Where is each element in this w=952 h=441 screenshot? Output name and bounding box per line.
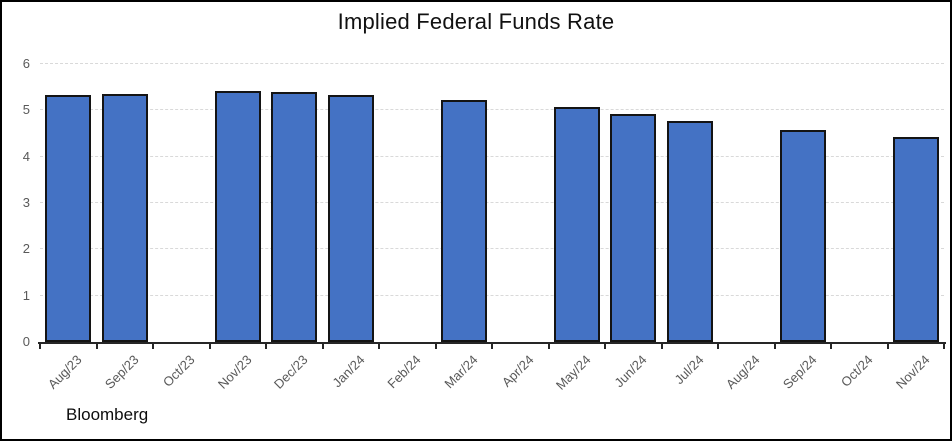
x-axis-label: Nov/23 — [214, 352, 255, 392]
gridline — [40, 248, 944, 250]
chart-title: Implied Federal Funds Rate — [337, 9, 615, 34]
bar-Aug/23 — [45, 95, 92, 342]
axis-tick — [943, 344, 945, 349]
x-axis-label: Nov/24 — [892, 352, 933, 392]
axis-tick — [152, 344, 154, 349]
x-axis-line — [38, 342, 946, 344]
axis-tick — [773, 344, 776, 349]
axis-tick — [491, 344, 493, 349]
x-axis-label: Mar/24 — [441, 352, 481, 392]
axis-tick — [717, 344, 719, 349]
gridline — [40, 63, 944, 64]
x-axis-label: Oct/24 — [838, 352, 876, 390]
x-axis-label: Sep/23 — [101, 352, 142, 392]
bar-Nov/24 — [892, 137, 939, 342]
bar-Sep/24 — [779, 130, 826, 342]
bar-Nov/23 — [214, 90, 261, 342]
bar-Jun/24 — [610, 114, 657, 342]
x-axis-label: May/24 — [552, 352, 594, 393]
y-axis-label: 5 — [22, 102, 30, 118]
axis-tick — [378, 344, 380, 349]
gridline — [40, 294, 944, 296]
x-axis-label: Oct/23 — [160, 352, 198, 390]
bar-Dec/23 — [271, 92, 318, 342]
x-axis-label: Dec/23 — [271, 352, 311, 392]
gridline — [40, 109, 944, 111]
axis-tick — [265, 344, 267, 349]
axis-tick — [39, 344, 41, 349]
bar-Mar/24 — [440, 99, 487, 342]
bar-Jan/24 — [327, 94, 374, 342]
source-label: Bloomberg — [66, 405, 149, 424]
axis-tick — [321, 344, 324, 349]
y-axis-label: 0 — [22, 334, 30, 349]
y-axis-label: 2 — [22, 241, 30, 257]
x-axis-label: Jan/24 — [329, 352, 368, 391]
gridline — [40, 155, 944, 157]
axis-tick — [604, 344, 606, 349]
bar-Sep/23 — [101, 93, 148, 342]
axis-tick — [660, 344, 663, 349]
axis-tick — [434, 344, 437, 349]
x-axis-label: Aug/24 — [723, 352, 763, 392]
axis-tick — [95, 344, 98, 349]
y-axis-label: 1 — [22, 287, 30, 303]
x-axis-label: Apr/24 — [499, 352, 537, 390]
y-axis-label: 3 — [22, 195, 30, 210]
x-axis-label: Sep/24 — [779, 352, 820, 392]
x-axis-label: Jun/24 — [611, 352, 650, 391]
bar-Jul/24 — [666, 120, 713, 342]
y-axis-label: 4 — [22, 148, 30, 164]
axis-tick — [547, 344, 550, 349]
x-axis-label: Aug/23 — [45, 352, 85, 392]
x-axis-label: Feb/24 — [384, 352, 424, 392]
axis-tick — [830, 344, 832, 349]
axis-tick — [886, 344, 889, 349]
bar-May/24 — [553, 106, 600, 342]
x-axis-label: Jul/24 — [671, 352, 707, 388]
axis-tick — [208, 344, 211, 349]
gridline — [40, 202, 944, 203]
y-axis-label: 6 — [22, 56, 30, 71]
